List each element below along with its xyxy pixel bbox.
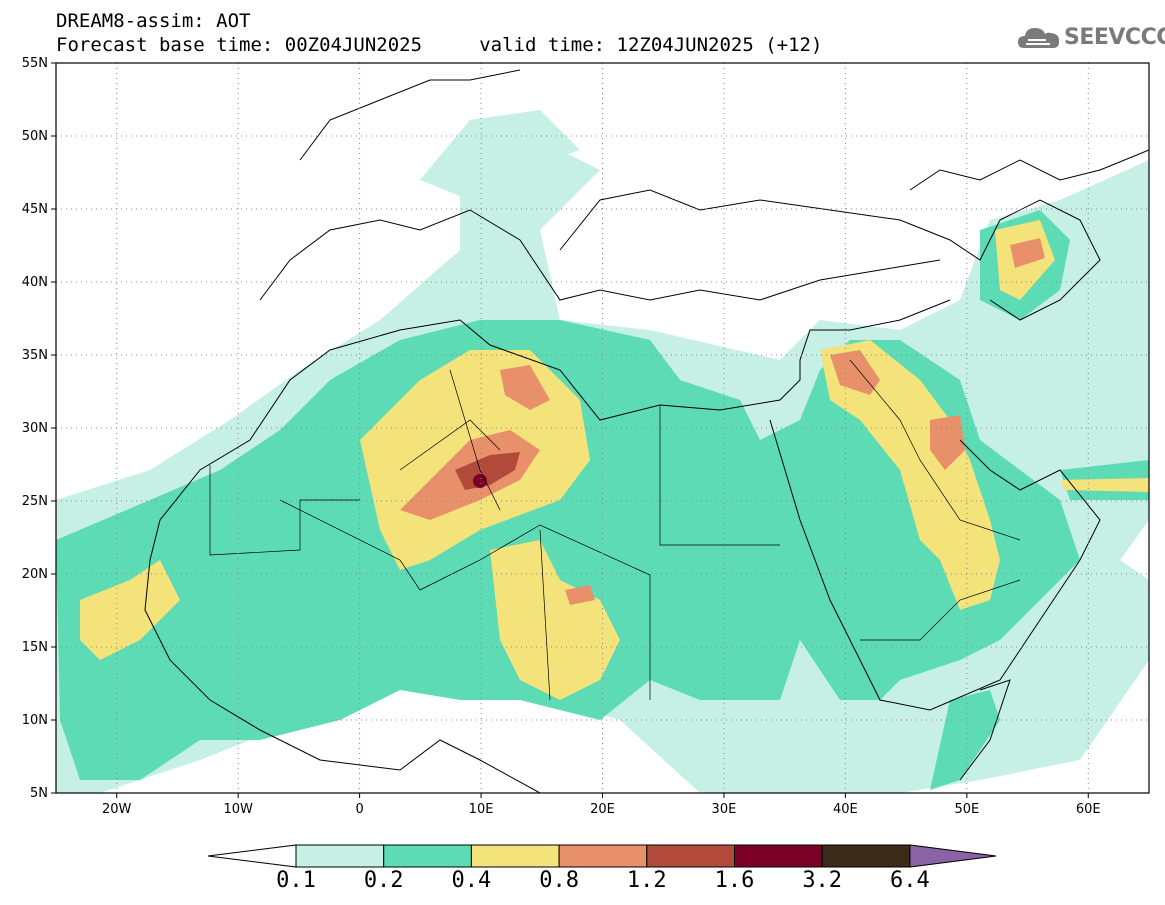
- lon-label: 50E: [954, 802, 979, 817]
- lat-label: 40N: [22, 275, 48, 290]
- lat-label: 25N: [22, 494, 48, 509]
- lat-label: 30N: [22, 421, 48, 436]
- longitude-labels: 20W 10W 0 10E 20E 30E 40E 50E 60E: [102, 802, 1101, 817]
- gridlines: [56, 63, 1149, 793]
- lon-label: 10E: [469, 802, 494, 817]
- lon-label: 20E: [590, 802, 615, 817]
- colorbar-label: 0.4: [451, 868, 492, 893]
- logo-text: SEEVCCC: [1064, 25, 1165, 50]
- colorbar-label: 0.8: [539, 868, 579, 893]
- lat-label: 15N: [22, 640, 48, 655]
- lat-label: 35N: [22, 348, 48, 363]
- map-title: DREAM8-assim: AOT: [56, 10, 251, 32]
- colorbar-segment: [646, 844, 735, 868]
- colorbar-label: 1.6: [714, 868, 755, 893]
- seevccc-logo: SEEVCCC: [1016, 22, 1165, 56]
- lon-label: 0: [355, 802, 363, 817]
- colorbar-label: 3.2: [802, 868, 843, 893]
- colorbar-segment: [558, 844, 648, 868]
- colorbar-label: 0.1: [276, 868, 316, 893]
- lat-label: 50N: [22, 129, 48, 144]
- lat-label: 20N: [22, 567, 48, 582]
- axis-ticks: [51, 62, 1089, 798]
- colorbar: [207, 844, 997, 868]
- colorbar-label: 1.2: [626, 868, 667, 893]
- latitude-labels: 5N 10N 15N 20N 25N 30N 35N 40N 45N 50N 55N: [22, 56, 48, 801]
- colorbar-low-arrow: [207, 844, 297, 868]
- lat-label: 45N: [22, 202, 48, 217]
- colorbar-segment: [470, 844, 560, 868]
- lon-label: 60E: [1076, 802, 1101, 817]
- colorbar-segment: [383, 844, 472, 868]
- colorbar-label: 6.4: [890, 868, 930, 893]
- aot-fields: [56, 69, 1149, 793]
- colorbar-segment: [295, 844, 385, 868]
- colorbar-label: 0.2: [363, 868, 404, 893]
- lat-label: 10N: [22, 713, 48, 728]
- colorbar-high-arrow: [909, 844, 997, 868]
- lon-label: 10W: [223, 802, 253, 817]
- lon-label: 30E: [712, 802, 737, 817]
- forecast-time-caption: Forecast base time: 00Z04JUN2025 valid t…: [56, 34, 823, 56]
- colorbar-segment: [734, 844, 823, 868]
- borders: [209, 359, 1021, 701]
- lon-label: 20W: [102, 802, 132, 817]
- lat-label: 5N: [30, 786, 48, 801]
- cloud-icon: [1018, 28, 1060, 48]
- lat-label: 55N: [22, 56, 48, 71]
- lon-label: 40E: [833, 802, 858, 817]
- colorbar-segment: [821, 844, 911, 868]
- coastlines: [144, 69, 1149, 793]
